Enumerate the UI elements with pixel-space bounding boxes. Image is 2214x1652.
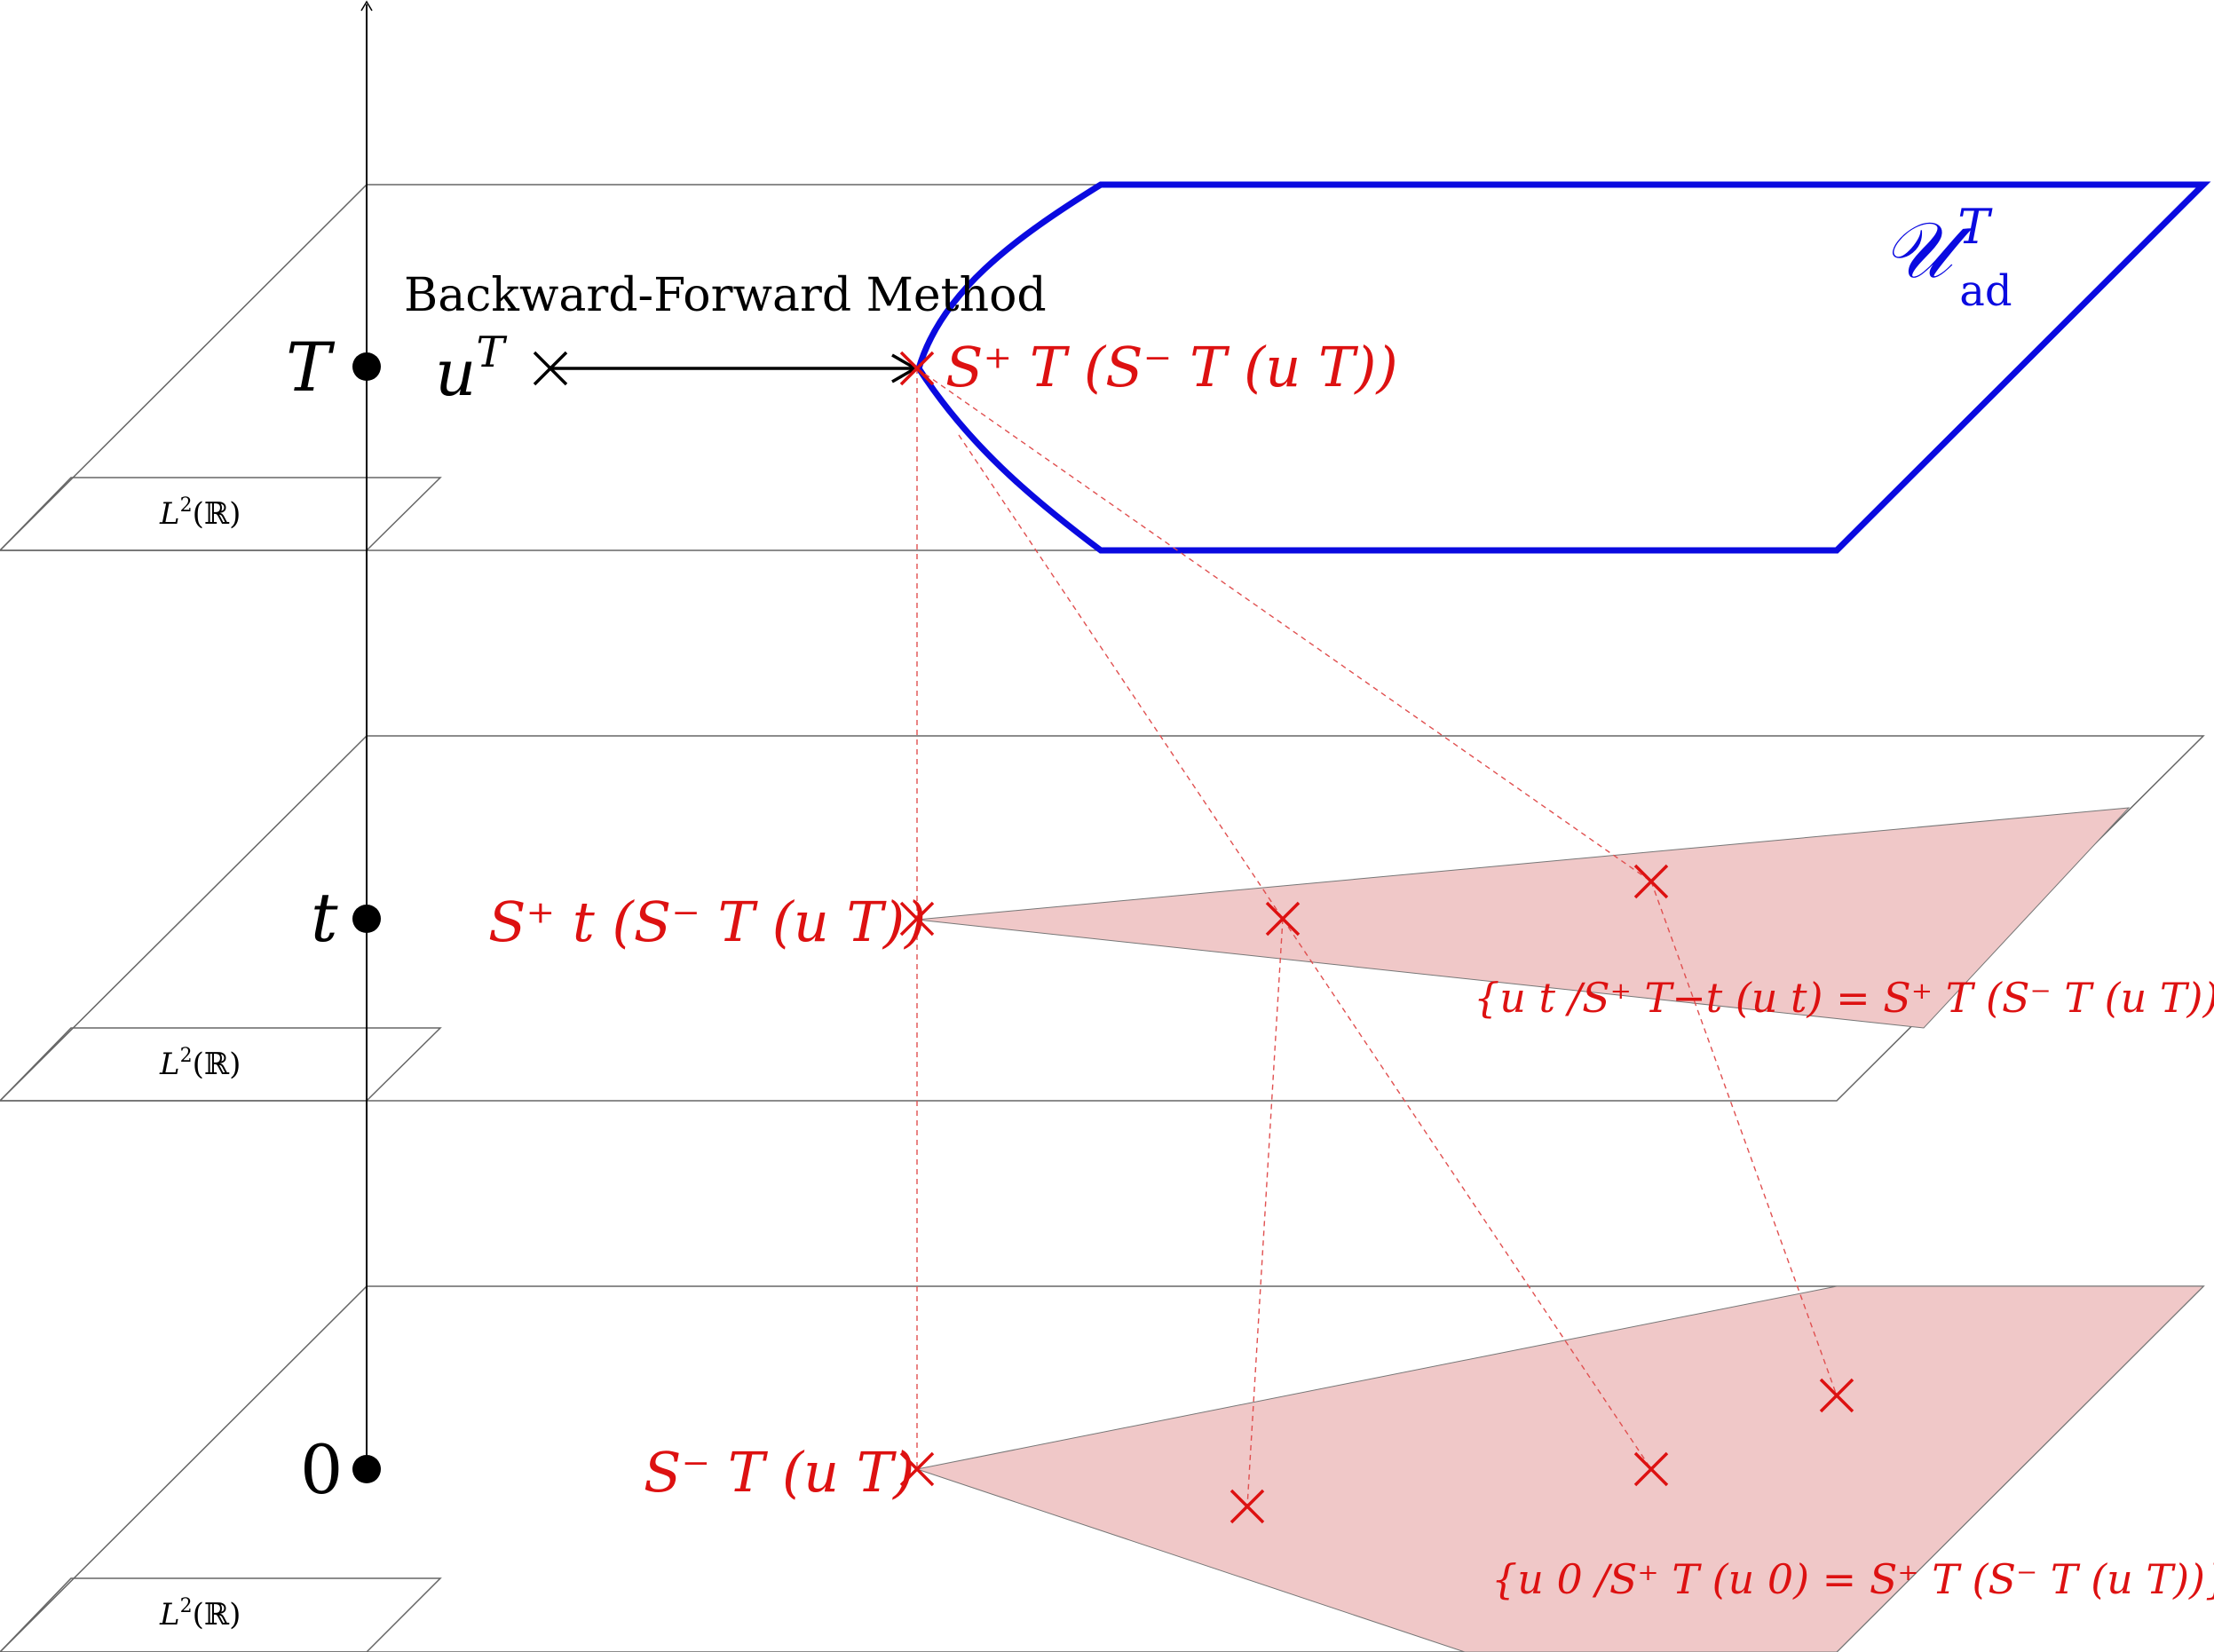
level-label-T: T [286,328,336,407]
time-axis [352,0,381,1483]
preimage-region-t [916,807,2131,1029]
level-label-0: 0 [300,1430,343,1509]
point-label-forward-T: S⁺ T (S⁻ T (u T)) [945,335,1398,399]
cross-set-0-3 [1819,1378,1854,1413]
cross-set-t-2 [1633,864,1669,899]
dot-level-0 [352,1455,381,1483]
cross-forward-T [899,351,935,386]
cross-set-t-1 [1265,901,1301,937]
backward-forward-arrow [550,353,919,383]
space-label-T: L2(ℝ) [159,494,241,532]
cross-backward-0 [899,1451,935,1487]
cross-set-0-2 [1633,1451,1669,1487]
space-label-0: L2(ℝ) [159,1595,241,1632]
cross-set-0-1 [1230,1489,1265,1524]
point-label-backward-0: S⁻ T (u T) [644,1440,914,1505]
dot-level-t [352,905,381,933]
dot-level-T [352,352,381,381]
cross-markers [533,351,1854,1524]
small-plane-0 [0,1577,442,1652]
preimage-region-0 [915,1285,2205,1652]
cross-forward-t [899,901,935,937]
plane-level-0 [0,1285,2205,1652]
space-label-t: L2(ℝ) [159,1045,241,1082]
level-label-t: t [311,878,338,957]
cross-uT [533,351,568,386]
set-label-t: {u t /S⁺ T−t (u t) = S⁺ T (S⁻ T (u T))} [1474,974,2214,1022]
axis-arrow-icon [360,0,373,12]
set-label-0: {u 0 /S⁺ T (u 0) = S⁺ T (S⁻ T (u T))} [1491,1555,2214,1603]
point-label-uT: uT [435,328,507,410]
method-title: Backward-Forward Method [404,269,1047,322]
point-label-forward-t: S⁺ t (S⁻ T (u T)) [488,889,926,954]
